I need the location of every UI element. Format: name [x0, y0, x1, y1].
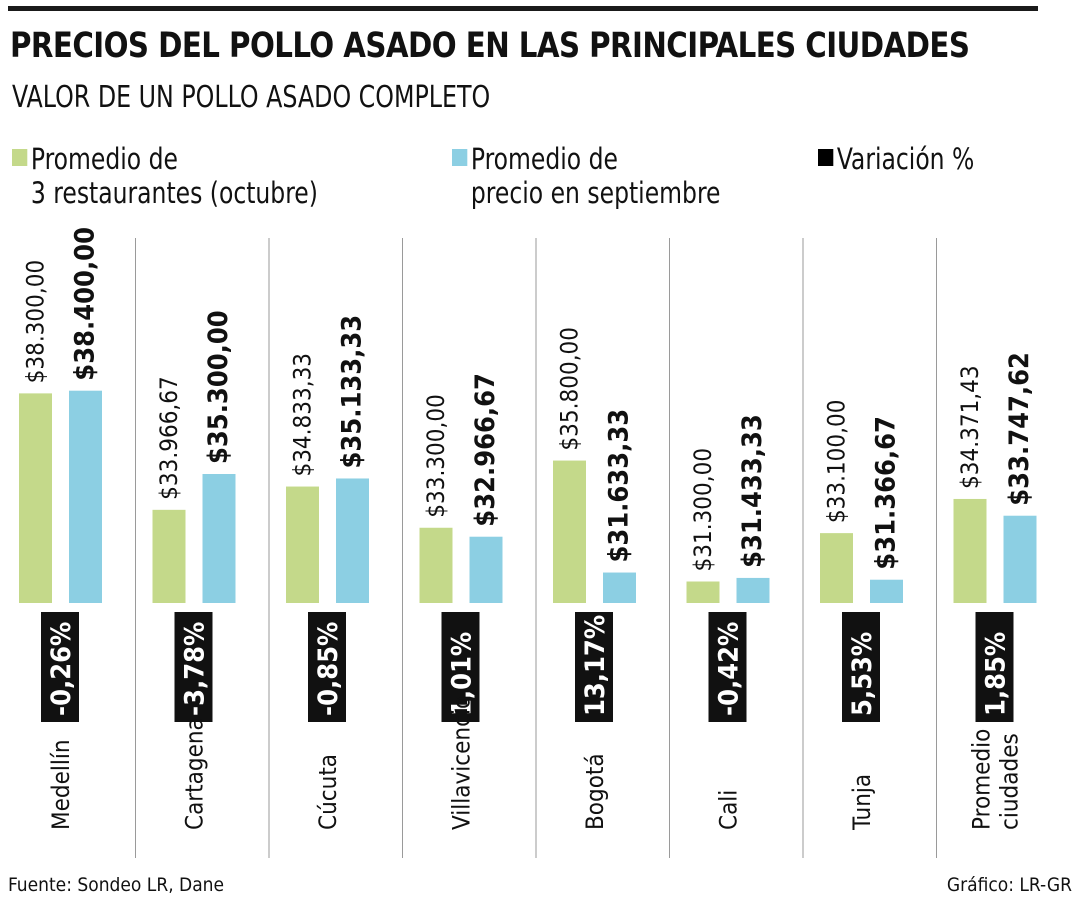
bar-october-promedio-ciudades — [953, 498, 987, 603]
variation-label-villavicencio: 1,01% — [447, 632, 478, 716]
legend-label-september-line1: Promedio de — [470, 142, 618, 176]
variation-badge-bogota — [575, 612, 613, 722]
value-label-october-tunja: $33.100,00 — [823, 400, 851, 524]
legend-item-september: Promedio de precio en septiembre — [452, 142, 720, 210]
legend-item-october: Promedio de 3 restaurantes (octubre) — [12, 142, 318, 210]
variation-badge-promedio-ciudades — [975, 612, 1014, 722]
value-label-september-cartagena: $35.300,00 — [203, 310, 234, 464]
bar-october-cartagena — [152, 509, 186, 603]
value-label-october-bogota: $35.800,00 — [556, 327, 584, 451]
category-label-cartagena: Cartagena — [181, 717, 209, 830]
category-label-tunja: Tunja — [848, 774, 876, 831]
legend-label-variation: Variación % — [836, 142, 975, 176]
value-label-october-cartagena: $33.966,67 — [155, 376, 183, 500]
source-note: Fuente: Sondeo LR, Dane — [8, 874, 225, 896]
legend-label-october-line2: 3 restaurantes (octubre) — [30, 176, 318, 210]
value-label-september-bogota: $31.633,33 — [604, 409, 635, 563]
variation-label-bogota: 13,17% — [580, 615, 611, 716]
graphic-credit: Gráfico: LR-GR — [946, 874, 1072, 896]
variation-label-tunja: 5,53% — [847, 632, 878, 716]
variation-badge-cali — [708, 612, 747, 722]
category-label-promedio-ciudades-line1: Promedio — [968, 729, 996, 830]
variation-label-cucuta: -0,85% — [313, 622, 344, 716]
legend-item-variation: Variación % — [818, 142, 974, 176]
variation-badge-medellin — [41, 612, 79, 722]
category-label-promedio-ciudades-line2: ciudades — [996, 733, 1024, 830]
variation-label-medellin: -0,26% — [46, 622, 77, 716]
legend-swatch-october — [12, 149, 28, 166]
bar-september-tunja — [870, 579, 903, 603]
variation-label-cartagena: -3,78% — [180, 622, 211, 716]
chart-subtitle: VALOR DE UN POLLO ASADO COMPLETO — [12, 80, 491, 115]
value-label-september-cali: $31.433,33 — [737, 414, 768, 568]
variation-badge-cartagena — [174, 612, 213, 722]
value-label-september-promedio-ciudades: $33.747,62 — [1004, 352, 1035, 506]
category-label-cucuta: Cúcuta — [314, 754, 342, 830]
bar-september-villavicencio — [469, 536, 503, 603]
value-label-september-cucuta: $35.133,33 — [337, 315, 368, 469]
legend-swatch-september — [452, 149, 468, 166]
legend-label-september-line2: precio en septiembre — [470, 176, 721, 210]
value-label-september-villavicencio: $32.966,67 — [470, 373, 501, 527]
value-label-october-medellin: $38.300,00 — [22, 260, 50, 384]
variation-badge-cucuta — [308, 612, 346, 722]
variation-label-promedio-ciudades: 1,85% — [981, 632, 1012, 716]
value-label-september-tunja: $31.366,67 — [871, 416, 902, 570]
bar-september-cali — [736, 577, 770, 603]
bar-october-cucuta — [286, 486, 319, 603]
bar-september-promedio-ciudades — [1003, 515, 1037, 603]
bar-october-tunja — [820, 533, 853, 603]
bar-september-bogota — [603, 572, 636, 603]
category-label-medellin: Medellín — [47, 739, 75, 830]
bar-september-cartagena — [202, 474, 236, 603]
category-label-villavicencio: Villavicencio — [448, 696, 476, 830]
chart-title: PRECIOS DEL POLLO ASADO EN LAS PRINCIPAL… — [10, 26, 970, 66]
variation-badge-villavicencio — [441, 612, 480, 722]
value-label-october-cali: $31.300,00 — [689, 448, 717, 572]
bar-october-bogota — [553, 460, 586, 603]
legend-swatch-variation — [818, 149, 834, 166]
variation-label-cali: -0,42% — [714, 622, 745, 716]
bar-september-cucuta — [336, 478, 369, 603]
bar-october-cali — [686, 581, 720, 603]
bar-september-medellin — [69, 390, 102, 603]
category-label-bogota: Bogotá — [581, 753, 609, 830]
top-rule — [8, 6, 1038, 11]
category-label-cali: Cali — [715, 790, 743, 830]
legend-label-october-line1: Promedio de — [30, 142, 178, 176]
value-label-september-medellin: $38.400,00 — [70, 227, 101, 381]
bar-october-medellin — [19, 393, 52, 603]
variation-badge-tunja — [842, 612, 880, 722]
value-label-october-cucuta: $34.833,33 — [289, 353, 317, 477]
bar-october-villavicencio — [419, 527, 453, 603]
value-label-october-promedio-ciudades: $34.371,43 — [956, 365, 984, 489]
value-label-october-villavicencio: $33.300,00 — [422, 394, 450, 518]
